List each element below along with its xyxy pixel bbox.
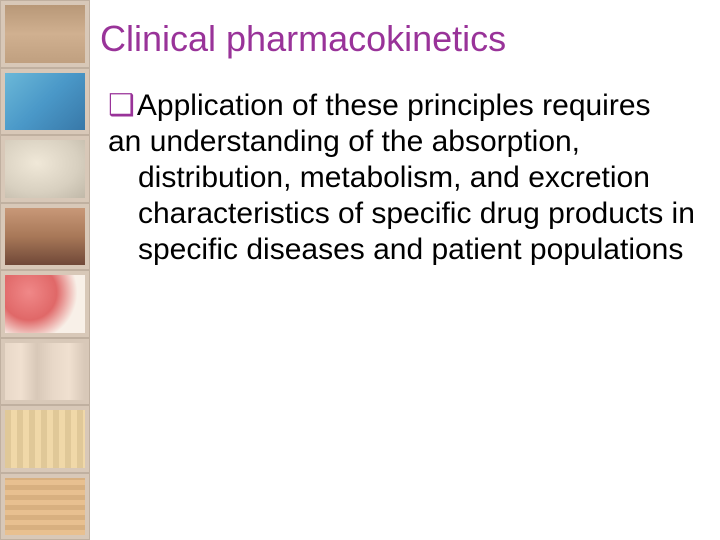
bullet-text-line: specific diseases and patient population… [108,232,720,268]
sidebar-thumbnails [0,0,90,540]
body-text: ❑ Application of these principles requir… [100,88,720,268]
slide-content: Clinical pharmacokinetics ❑ Application … [100,0,720,540]
thumb-apothecary-cabinet [0,203,90,271]
slide-title: Clinical pharmacokinetics [100,18,720,60]
bullet-text-line: Application of these principles requires [137,88,651,124]
bullet-text-line: distribution, metabolism, and excretion [108,160,720,196]
thumb-product-shelf [0,473,90,540]
bullet-text-line: characteristics of specific drug product… [108,196,720,232]
thumb-pills-capsules [0,270,90,338]
bullet-icon: ❑ [108,88,135,124]
thumb-pharmacy-shelf [0,0,90,68]
bullet-line-1: ❑ Application of these principles requir… [108,88,720,124]
thumb-mortar-pestle [0,135,90,203]
thumb-bottle-shelf [0,405,90,473]
thumb-drugstore-aisle [0,338,90,406]
bullet-text-line: an understanding of the absorption, [108,124,720,160]
thumb-ice-tray [0,68,90,136]
